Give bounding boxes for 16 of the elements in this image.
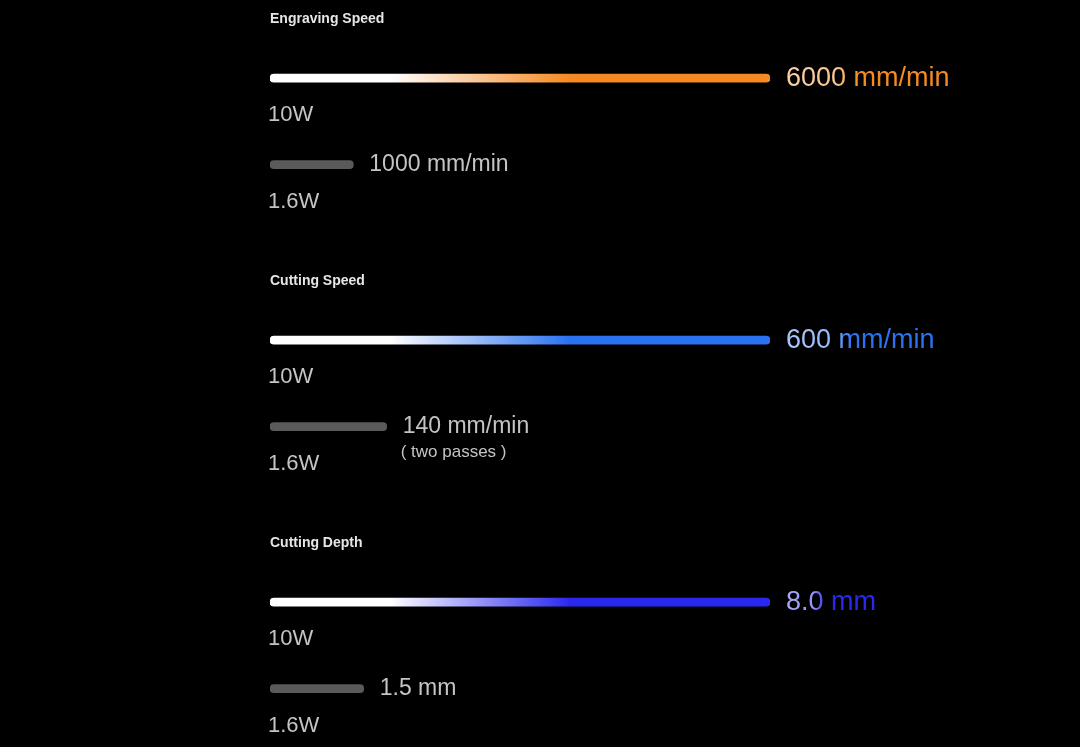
y-tick-label: 1.6W [268,449,320,475]
annotation: ( two passes ) [400,442,507,462]
chart-title: Cutting Speed [270,272,365,289]
data-label: 8.0 mm [786,585,877,616]
data-label: 140 mm/min [402,412,530,439]
y-tick-label: 10W [268,625,314,651]
y-tick-label: 10W [268,101,314,127]
y-tick-label: 1.6W [268,711,320,737]
chart-title: Cutting Depth [270,534,363,551]
chart-title: Engraving Speed [270,10,385,27]
data-label: 1.5 mm [379,674,457,701]
data-label: 600 mm/min [786,323,935,354]
y-tick-label: 1.6W [268,187,320,213]
y-tick-label: 10W [268,363,314,389]
data-label: 1000 mm/min [369,150,509,177]
data-label: 6000 mm/min [786,61,950,92]
